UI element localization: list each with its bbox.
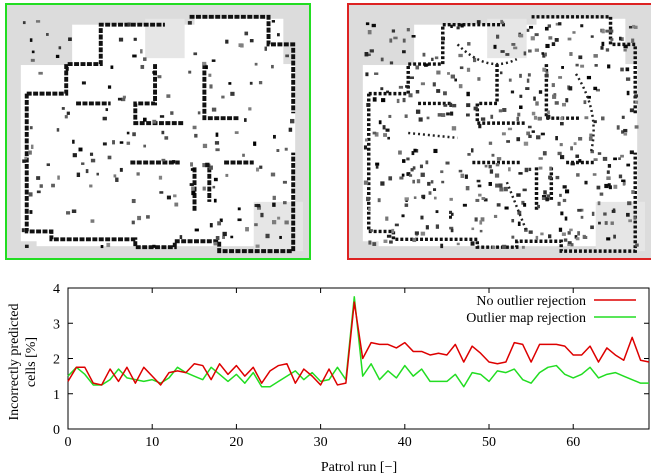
occupancy-map-left-image — [7, 5, 309, 258]
legend-label: Outlier map rejection — [466, 311, 586, 326]
series-line-outlier-map-rejection — [67, 296, 649, 388]
y-axis-label-line-1: Incorrectly predicted — [7, 304, 22, 421]
y-tick-label: 0 — [53, 423, 60, 438]
x-tick-label: 0 — [65, 435, 72, 450]
y-tick-label: 4 — [53, 282, 60, 297]
occupancy-map-right-image — [349, 5, 651, 258]
x-axis-label: Patrol run [−] — [321, 460, 397, 475]
chart-axes: 0 10 20 30 40 50 60 0 1 2 3 4 — [53, 282, 650, 450]
chart-series — [67, 296, 650, 388]
occupancy-map-right — [347, 3, 651, 260]
x-tick-label: 50 — [482, 435, 496, 450]
error-line-chart: 0 10 20 30 40 50 60 0 1 2 3 4 Incorrectly predicted… — [7, 282, 650, 475]
x-tick-label: 30 — [314, 435, 328, 450]
plot-frame — [67, 287, 650, 430]
chart-legend: No outlier rejection Outlier map rejectio… — [466, 294, 636, 326]
occupancy-map-left — [5, 3, 311, 260]
y-tick-label: 3 — [53, 317, 60, 332]
series-line-no-outlier-rejection — [67, 301, 650, 386]
x-tick-label: 20 — [229, 435, 243, 450]
x-tick-label: 40 — [398, 435, 412, 450]
legend-label: No outlier rejection — [476, 294, 586, 309]
x-tick-label: 60 — [566, 435, 580, 450]
y-tick-label: 2 — [53, 353, 60, 368]
y-axis-label-line-2: cells [%] — [24, 337, 39, 387]
x-tick-label: 10 — [145, 435, 159, 450]
y-tick-label: 1 — [53, 388, 60, 403]
